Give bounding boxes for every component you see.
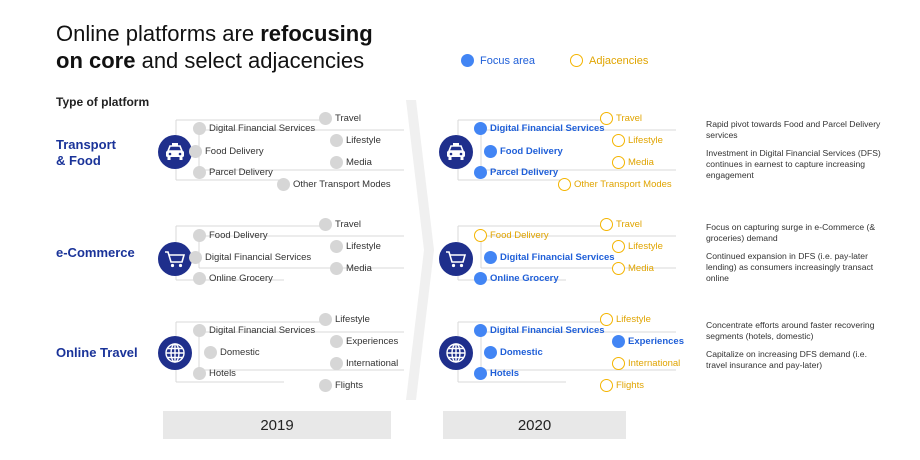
row-label-line: e-Commerce <box>56 245 135 260</box>
domestic-item: Domestic <box>204 346 260 359</box>
dfs-item: Digital Financial Services <box>189 251 311 264</box>
media-item: Media <box>612 262 654 275</box>
travel-item: Travel <box>600 218 642 231</box>
notes-transport-food: Rapid pivot towards Food and Parcel Deli… <box>706 119 886 188</box>
legend-focus-label: Focus area <box>480 54 536 67</box>
international-item: International <box>612 357 680 370</box>
title-text: and select adjacencies <box>135 48 365 73</box>
hotels-item: Hotels <box>474 367 519 380</box>
note-text: Investment in Digital Financial Services… <box>706 148 881 180</box>
domestic-item: Domestic <box>484 346 543 359</box>
international-item: International <box>330 357 398 370</box>
globe-icon <box>439 336 473 370</box>
legend-adjacencies: Adjacencies <box>570 54 648 67</box>
title-bold-text: refocusing <box>260 21 373 46</box>
row-label-line: Transport <box>56 137 116 152</box>
other-transport-item: Other Transport Modes <box>558 178 672 191</box>
notes-online-travel: Concentrate efforts around faster recove… <box>706 320 886 378</box>
experiences-item: Experiences <box>330 335 398 348</box>
notes-ecommerce: Focus on capturing surge in e-Commerce (… <box>706 222 886 291</box>
travel-item: Travel <box>319 112 361 125</box>
row-label-ecommerce: e-Commerce <box>56 245 135 261</box>
taxi-icon <box>439 135 473 169</box>
dfs-item: Digital Financial Services <box>474 122 605 135</box>
dfs-item: Digital Financial Services <box>474 324 605 337</box>
legend-focus: Focus area <box>461 54 535 67</box>
adjacency-ring-icon <box>570 54 583 67</box>
food-delivery-item: Food Delivery <box>484 145 563 158</box>
title-text: Online platforms are <box>56 21 261 46</box>
flights-item: Flights <box>319 379 363 392</box>
shopping-cart-icon <box>439 242 473 276</box>
row-label-line: & Food <box>56 153 101 168</box>
page-title: Online platforms are refocusing on core … <box>56 20 373 74</box>
legend-adjacencies-label: Adjacencies <box>589 54 649 67</box>
type-of-platform-label: Type of platform <box>56 95 150 109</box>
travel-item: Travel <box>600 112 642 125</box>
dfs-item: Digital Financial Services <box>193 122 315 135</box>
dfs-item: Digital Financial Services <box>484 251 615 264</box>
lifestyle-item: Lifestyle <box>319 313 370 326</box>
globe-icon <box>158 336 192 370</box>
lifestyle-item: Lifestyle <box>600 313 651 326</box>
media-item: Media <box>330 262 372 275</box>
focus-dot-icon <box>461 54 474 67</box>
lifestyle-item: Lifestyle <box>330 134 381 147</box>
lifestyle-item: Lifestyle <box>612 134 663 147</box>
chevron-divider-icon <box>406 100 434 400</box>
experiences-item: Experiences <box>612 335 684 348</box>
dfs-item: Digital Financial Services <box>193 324 315 337</box>
online-grocery-item: Online Grocery <box>474 272 559 285</box>
media-item: Media <box>330 156 372 169</box>
hotels-item: Hotels <box>193 367 236 380</box>
note-text: Rapid pivot towards Food and Parcel Deli… <box>706 119 881 140</box>
parcel-delivery-item: Parcel Delivery <box>193 166 273 179</box>
lifestyle-item: Lifestyle <box>330 240 381 253</box>
other-transport-item: Other Transport Modes <box>277 178 391 191</box>
food-delivery-item: Food Delivery <box>189 145 264 158</box>
year-2019-label: 2019 <box>163 411 391 439</box>
travel-item: Travel <box>319 218 361 231</box>
row-label-online-travel: Online Travel <box>56 345 138 361</box>
title-bold-text: on core <box>56 48 136 73</box>
taxi-icon <box>158 135 192 169</box>
note-text: Focus on capturing surge in e-Commerce (… <box>706 222 876 243</box>
lifestyle-item: Lifestyle <box>612 240 663 253</box>
note-text: Concentrate efforts around faster recove… <box>706 320 875 341</box>
year-2020-label: 2020 <box>443 411 626 439</box>
note-text: Capitalize on increasing DFS demand (i.e… <box>706 349 867 370</box>
row-label-line: Online Travel <box>56 345 138 360</box>
flights-item: Flights <box>600 379 644 392</box>
food-delivery-item: Food Delivery <box>474 229 549 242</box>
note-text: Continued expansion in DFS (i.e. pay-lat… <box>706 251 874 283</box>
row-label-transport-food: Transport & Food <box>56 137 116 169</box>
food-delivery-item: Food Delivery <box>193 229 268 242</box>
parcel-delivery-item: Parcel Delivery <box>474 166 558 179</box>
media-item: Media <box>612 156 654 169</box>
online-grocery-item: Online Grocery <box>193 272 273 285</box>
shopping-cart-icon <box>158 242 192 276</box>
